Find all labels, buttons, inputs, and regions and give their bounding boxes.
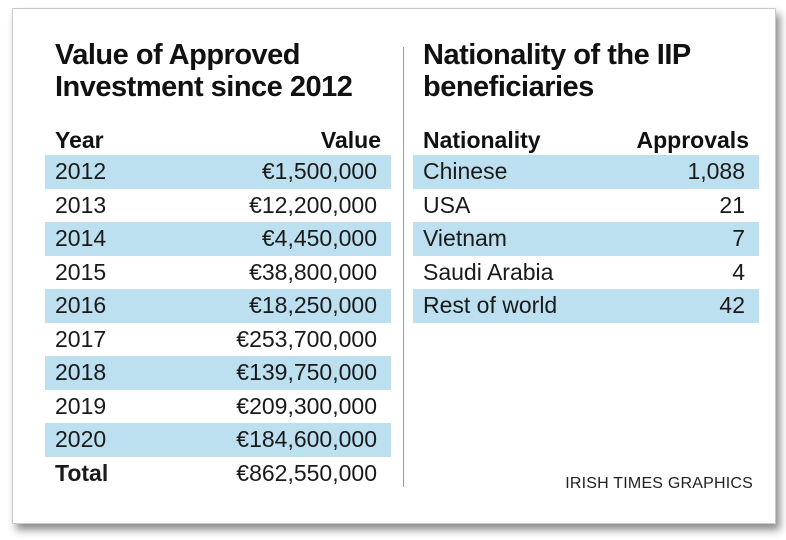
row-year: 2019 [55, 392, 107, 419]
row-year: 2015 [55, 258, 107, 285]
row-approvals: 1,088 [687, 158, 745, 185]
row-year: 2017 [55, 325, 107, 352]
row-nationality: Saudi Arabia [423, 258, 554, 285]
row-nationality: Rest of world [423, 292, 558, 319]
table-row: 2015 €38,800,000 [45, 256, 391, 290]
row-approvals: 42 [719, 292, 745, 319]
table-row: 2018 €139,750,000 [45, 356, 391, 390]
row-nationality: USA [423, 191, 471, 218]
row-value: €1,500,000 [261, 158, 377, 185]
row-approvals: 7 [732, 225, 745, 252]
graphics-credit: IRISH TIMES GRAPHICS [565, 475, 753, 492]
row-approvals: 21 [719, 191, 745, 218]
column-divider [403, 47, 404, 487]
table-row: Saudi Arabia 4 [413, 256, 759, 290]
table-row: 2016 €18,250,000 [45, 289, 391, 323]
investment-table: Year Value 2012 €1,500,000 2013 €12,200,… [45, 125, 391, 490]
row-year: 2013 [55, 191, 107, 218]
row-nationality: Vietnam [423, 225, 507, 252]
nationality-title-line1: Nationality of the IIP [423, 39, 691, 71]
investment-panel: Value of Approved Investment since 2012 … [45, 39, 391, 486]
row-nationality: Chinese [423, 158, 508, 185]
table-row: Vietnam 7 [413, 222, 759, 256]
nationality-panel: Nationality of the IIP beneficiaries Nat… [413, 39, 759, 323]
investment-title: Value of Approved Investment since 2012 [55, 39, 391, 109]
row-value: €38,800,000 [249, 258, 377, 285]
nationality-title-line2: beneficiaries [423, 71, 594, 103]
row-value: €209,300,000 [236, 392, 377, 419]
total-row: Total €862,550,000 [45, 457, 391, 491]
row-value: €18,250,000 [249, 292, 377, 319]
table-row: 2017 €253,700,000 [45, 323, 391, 357]
nationality-table-header: Nationality Approvals [413, 125, 759, 155]
investment-title-line2: Investment since 2012 [55, 71, 353, 103]
table-row: 2020 €184,600,000 [45, 423, 391, 457]
table-row: Rest of world 42 [413, 289, 759, 323]
row-year: 2012 [55, 158, 107, 185]
investment-table-header: Year Value [45, 125, 391, 155]
table-row: 2014 €4,450,000 [45, 222, 391, 256]
investment-title-line1: Value of Approved [55, 39, 301, 71]
row-year: 2016 [55, 292, 107, 319]
row-value: €253,700,000 [236, 325, 377, 352]
row-value: €4,450,000 [261, 225, 377, 252]
row-value: €12,200,000 [249, 191, 377, 218]
table-row: Chinese 1,088 [413, 155, 759, 189]
row-value: €184,600,000 [236, 426, 377, 453]
graphic-card: Value of Approved Investment since 2012 … [12, 8, 776, 524]
table-row: 2013 €12,200,000 [45, 189, 391, 223]
table-row: USA 21 [413, 189, 759, 223]
column-header-value: Value [320, 126, 381, 153]
column-header-nationality: Nationality [423, 126, 541, 153]
column-header-approvals: Approvals [636, 126, 749, 153]
row-value: €139,750,000 [236, 359, 377, 386]
total-value: €862,550,000 [236, 459, 377, 486]
table-row: 2012 €1,500,000 [45, 155, 391, 189]
row-approvals: 4 [732, 258, 745, 285]
row-year: 2018 [55, 359, 107, 386]
row-year: 2020 [55, 426, 107, 453]
row-year: 2014 [55, 225, 107, 252]
table-row: 2019 €209,300,000 [45, 390, 391, 424]
nationality-table: Nationality Approvals Chinese 1,088 USA … [413, 125, 759, 323]
nationality-title: Nationality of the IIP beneficiaries [423, 39, 759, 109]
column-header-year: Year [55, 126, 104, 153]
total-label: Total [55, 459, 109, 486]
